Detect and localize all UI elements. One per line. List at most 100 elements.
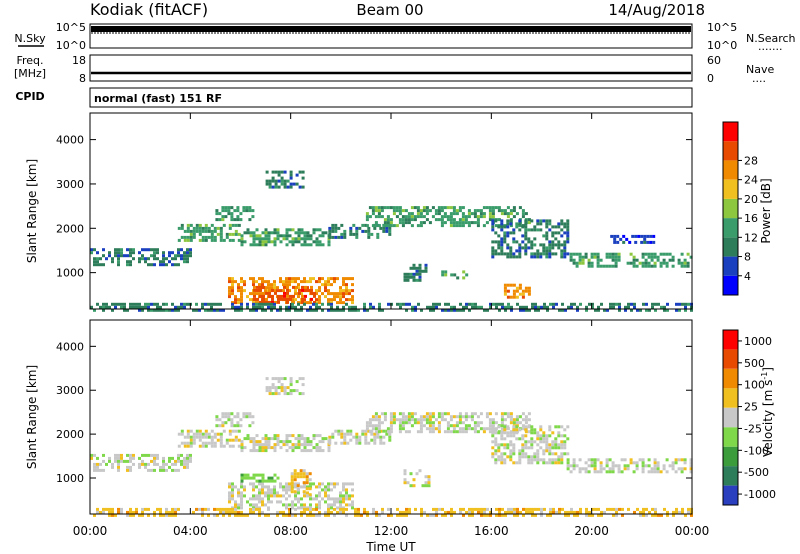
data-cell: [246, 434, 250, 438]
data-cell: [315, 507, 318, 511]
data-cell: [240, 503, 243, 507]
data-cell: [297, 437, 301, 441]
data-cell: [551, 240, 555, 244]
data-cell: [374, 224, 378, 228]
data-cell: [560, 234, 564, 238]
data-cell: [629, 261, 633, 265]
data-cell: [234, 229, 238, 233]
data-cell: [294, 289, 297, 293]
data-cell: [503, 461, 507, 465]
data-cell: [233, 209, 237, 213]
data-cell: [168, 465, 171, 469]
data-cell: [261, 302, 264, 306]
data-cell: [652, 240, 656, 244]
data-cell: [342, 295, 345, 299]
data-cell: [129, 513, 132, 517]
data-cell: [677, 261, 681, 265]
data-cell: [383, 218, 387, 222]
data-cell: [491, 249, 495, 253]
data-cell: [312, 437, 316, 441]
data-cell: [198, 429, 202, 433]
data-cell: [303, 494, 306, 498]
data-cell: [297, 434, 301, 438]
data-cell: [539, 243, 543, 247]
data-cell: [519, 305, 522, 309]
data-cell: [533, 225, 537, 229]
data-cell: [201, 513, 204, 517]
data-cell: [551, 225, 555, 229]
data-cell: [302, 469, 306, 473]
data-cell: [204, 226, 208, 230]
data-cell: [516, 302, 519, 306]
data-cell: [647, 470, 651, 474]
data-cell: [224, 412, 228, 416]
data-cell: [377, 424, 381, 428]
data-cell: [557, 455, 561, 459]
data-cell: [428, 412, 432, 416]
data-cell: [404, 221, 408, 225]
data-cell: [548, 434, 552, 438]
data-cell: [509, 449, 513, 453]
data-cell: [419, 209, 423, 213]
data-cell: [494, 219, 498, 223]
data-cell: [500, 427, 504, 431]
data-cell: [437, 415, 441, 419]
data-cell: [270, 476, 274, 480]
data-cell: [377, 421, 381, 425]
data-cell: [440, 415, 444, 419]
data-cell: [382, 429, 386, 433]
data-cell: [333, 507, 336, 511]
data-cell: [132, 257, 135, 261]
data-cell: [639, 510, 642, 514]
data-cell: [656, 258, 660, 262]
data-cell: [333, 497, 336, 501]
data-cell: [653, 252, 657, 256]
data-cell: [530, 425, 534, 429]
data-cell: [277, 179, 281, 183]
data-cell: [218, 218, 222, 222]
data-cell: [261, 503, 264, 507]
data-cell: [590, 255, 594, 259]
data-cell: [276, 289, 279, 293]
data-cell: [144, 302, 147, 306]
data-cell: [318, 301, 321, 305]
data-cell: [428, 418, 432, 422]
data-cell: [289, 383, 293, 387]
data-cell: [657, 302, 660, 306]
data-cell: [207, 308, 210, 312]
data-cell: [315, 301, 318, 305]
cpid-label: CPID: [15, 90, 44, 103]
data-cell: [398, 412, 402, 416]
data-cell: [389, 221, 393, 225]
data-cell: [403, 481, 407, 485]
data-cell: [240, 510, 243, 514]
data-cell: [300, 228, 304, 232]
data-cell: [519, 308, 522, 312]
data-cell: [611, 464, 615, 468]
data-cell: [536, 249, 540, 253]
data-cell: [306, 234, 310, 238]
data-cell: [294, 503, 297, 507]
data-cell: [585, 305, 588, 309]
velocity-data: [90, 377, 693, 517]
data-cell: [564, 513, 567, 517]
data-cell: [585, 507, 588, 511]
data-cell: [403, 472, 407, 476]
data-cell: [388, 226, 392, 230]
data-cell: [554, 425, 558, 429]
data-cell: [403, 272, 407, 276]
data-cell: [491, 428, 495, 432]
data-cell: [282, 237, 286, 241]
data-cell: [210, 229, 214, 233]
data-cell: [357, 308, 360, 312]
data-cell: [449, 218, 453, 222]
data-cell: [117, 302, 120, 306]
data-cell: [312, 302, 315, 306]
data-cell: [389, 218, 393, 222]
data-cell: [569, 252, 573, 256]
data-cell: [494, 206, 498, 210]
data-cell: [539, 440, 543, 444]
colorbar-tick-label: -1000: [744, 488, 776, 501]
data-cell: [491, 418, 495, 422]
data-cell: [515, 255, 519, 259]
